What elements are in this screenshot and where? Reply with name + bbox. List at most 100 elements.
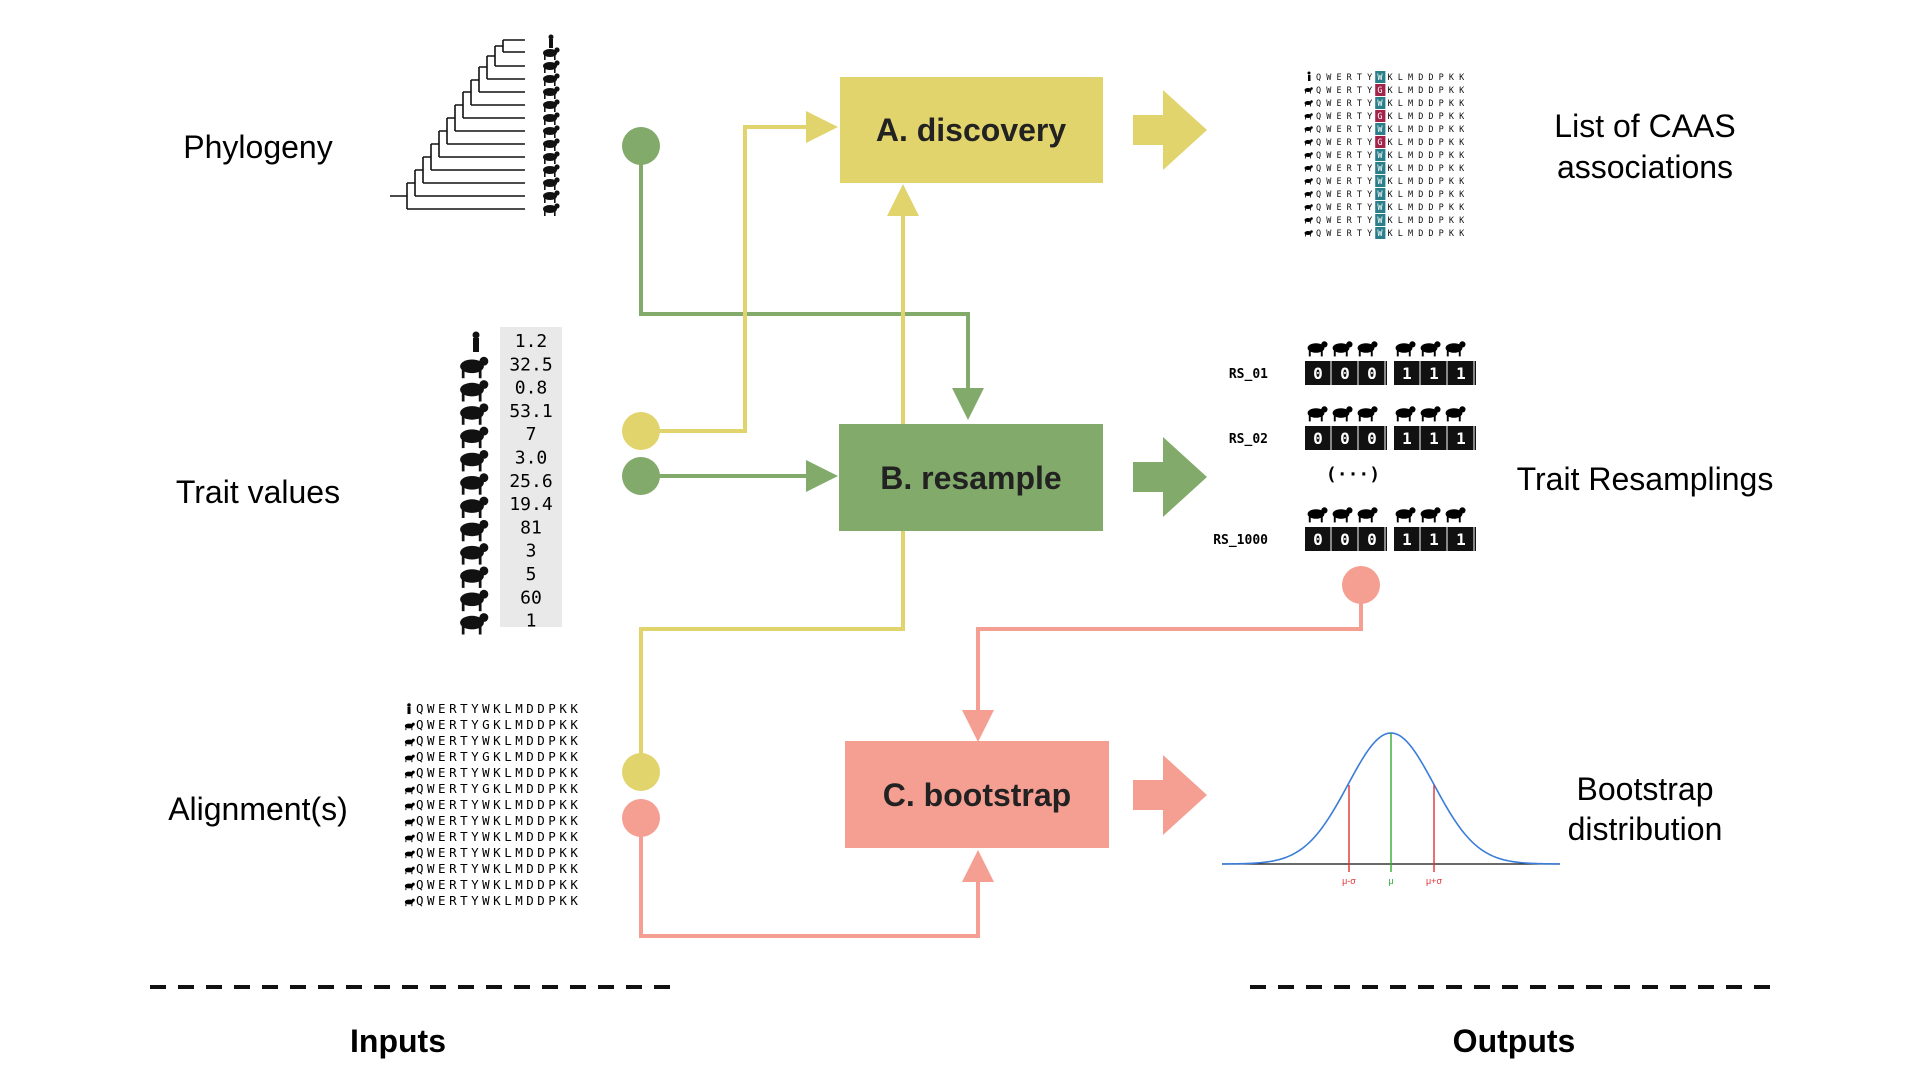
bit: 0 (1367, 429, 1377, 448)
bit: 0 (1313, 530, 1323, 549)
bootstrap-step-label: C. bootstrap (883, 777, 1071, 813)
animal-icon (1304, 113, 1313, 120)
phylogeny-animal-icons (543, 34, 560, 216)
animal-icon (404, 786, 415, 795)
animal-icon (460, 613, 489, 635)
alignment-block: QWERTYWKLMDDPKKQWERTYGKLMDDPKKQWERTYWKLM… (404, 701, 581, 908)
animal-icon (1304, 191, 1313, 198)
alignment-row: QWERTYGKLMDDPKK (416, 781, 581, 796)
animal-icon (543, 47, 560, 60)
caas-highlight-cell (1375, 201, 1386, 213)
trait-value: 60 (520, 587, 542, 608)
alignment-to-bootstrap-line (639, 818, 994, 938)
trait-value: 81 (520, 517, 542, 538)
caas-alignment: QWERTYWKLMDDPKK QWERTYGKLMDDPKK QWERTYWKLM… (1304, 71, 1469, 239)
animal-icon (460, 589, 489, 612)
trait-values-column-bg (500, 327, 562, 627)
alignment-row: QWERTYWKLMDDPKK (416, 893, 581, 908)
animal-icon (460, 380, 489, 402)
caas-highlight-cell (1375, 84, 1386, 96)
caas-row: QWERTYWKLMDDPKK (1316, 190, 1469, 200)
trait-value: 0.8 (515, 378, 548, 399)
caas-highlight-cell (1375, 97, 1386, 109)
alignment-row: QWERTYWKLMDDPKK (416, 765, 581, 780)
animal-icon (1395, 341, 1416, 357)
resamplings-ellipsis: (···) (1326, 464, 1380, 485)
caas-highlight-cell (1375, 227, 1386, 239)
bit: 0 (1367, 364, 1377, 383)
animal-icon (1357, 406, 1378, 422)
animal-icon (543, 164, 560, 177)
animal-icon (1304, 204, 1313, 211)
bits-box-b (1394, 527, 1476, 551)
alignment-to-discovery-line (639, 530, 905, 772)
human-icon (1307, 71, 1311, 81)
animal-icon (1445, 507, 1466, 523)
caas-highlight-cell (1375, 175, 1386, 187)
trait-value: 3 (526, 541, 537, 562)
animal-icon (404, 882, 415, 891)
bits-box-a (1305, 527, 1387, 551)
animal-icon (460, 566, 489, 588)
caas-row: QWERTYWKLMDDPKK (1316, 151, 1469, 161)
phylogeny-label: Phylogeny (183, 129, 332, 165)
trait-value: 19.4 (509, 494, 552, 515)
animal-icon (404, 834, 415, 843)
trait-value: 7 (526, 424, 537, 445)
bootstrap-step: C. bootstrap (845, 741, 1109, 848)
animal-icon (1420, 406, 1441, 422)
bits-box-b (1394, 426, 1476, 450)
caas-highlight-cell (1375, 214, 1386, 226)
alignment-row: QWERTYWKLMDDPKK (416, 877, 581, 892)
alignment-red-connector-dot (622, 799, 660, 837)
animal-icon (543, 86, 560, 99)
bit: 1 (1429, 429, 1439, 448)
animal-icon (1420, 507, 1441, 523)
caas-row: QWERTYWKLMDDPKK (1316, 73, 1469, 83)
bit: 1 (1429, 364, 1439, 383)
animal-icon (1304, 100, 1313, 107)
alignment-row: QWERTYGKLMDDPKK (416, 749, 581, 764)
resample-step-label: B. resample (880, 460, 1061, 496)
animal-icon (460, 403, 489, 425)
mu-label: μ (1388, 876, 1393, 886)
resampling-id: RS_02 (1229, 432, 1268, 447)
caas-row: QWERTYGKLMDDPKK (1316, 86, 1469, 96)
animal-icon (1332, 507, 1353, 523)
animal-icon (404, 802, 415, 811)
trait-yellow-connector-dot (622, 412, 660, 450)
human-icon (472, 331, 480, 352)
trait-value: 5 (526, 564, 537, 585)
animal-icon (543, 190, 560, 203)
animal-icon (1304, 87, 1313, 94)
bootstrap-distribution-plot: μ-σ μ μ+σ (1221, 732, 1561, 886)
animal-icon (404, 754, 415, 763)
alignment-row: QWERTYWKLMDDPKK (416, 829, 581, 844)
resample-step: B. resample (839, 424, 1103, 531)
resamplings-red-connector-dot (1342, 566, 1380, 604)
trait-value: 32.5 (509, 354, 552, 375)
caas-highlight-cell (1375, 149, 1386, 161)
bits-box-b (1394, 361, 1476, 385)
bit: 1 (1402, 364, 1412, 383)
alignment-row: QWERTYGKLMDDPKK (416, 717, 581, 732)
animal-icon (1304, 178, 1313, 185)
phylogeny-connector-dot (622, 127, 660, 165)
outputs-footer-label: Outputs (1453, 1023, 1576, 1059)
caas-row: QWERTYWKLMDDPKK (1316, 164, 1469, 174)
trait-values-label: Trait values (176, 474, 340, 510)
bit: 0 (1367, 530, 1377, 549)
human-icon (548, 34, 554, 48)
bits-box-a (1305, 426, 1387, 450)
inputs-footer-label: Inputs (350, 1023, 446, 1059)
caas-row: QWERTYWKLMDDPKK (1316, 177, 1469, 187)
bit: 0 (1340, 429, 1350, 448)
animal-icon (1357, 507, 1378, 523)
trait-to-discovery-line (641, 111, 838, 433)
animal-icon (1307, 406, 1328, 422)
animal-icon (1395, 507, 1416, 523)
resampling-id: RS_01 (1229, 367, 1268, 382)
animal-icon (404, 898, 415, 907)
alignment-label: Alignment(s) (168, 791, 348, 827)
